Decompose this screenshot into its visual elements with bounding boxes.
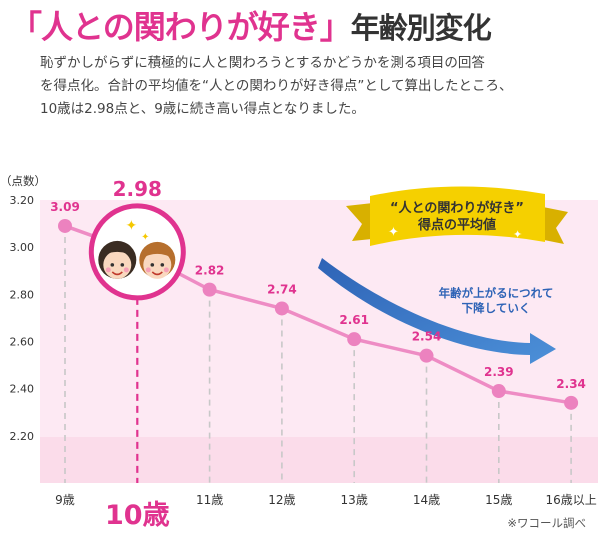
description: 恥ずかしがらずに積極的に人と関わろうとするかどうかを測る項目の回答 を得点化。合… [40,52,590,121]
data-labels: 3.09 2.82 2.74 2.61 2.54 2.39 2.34 [50,200,586,391]
data-point [564,395,579,410]
trend-arrow-icon [318,258,556,364]
data-label: 2.74 [267,282,297,296]
y-tick-label: 3.00 [10,241,35,254]
y-tick-label: 2.60 [10,336,35,349]
banner: “人との関わりが好き” 得点の平均値 ✦ ✦ [346,186,568,246]
plot-bottom-band [40,437,598,483]
highlight-marker: ✦ ✦ [88,203,186,301]
highlight-value-label: 2.98 [113,177,162,201]
sparkle-icon: ✦ [125,218,137,234]
x-tick-label: 15歳 [485,493,512,507]
description-line-1: 恥ずかしがらずに積極的に人と関わろうとするかどうかを測る項目の回答 [40,55,485,71]
x-tick-label: 13歳 [341,493,368,507]
data-label: 2.34 [556,377,586,391]
banner-body [370,186,545,246]
data-point [274,301,289,316]
data-point [419,348,434,363]
title-highlight: 人との関わりが好き [41,8,321,46]
data-label: 3.09 [50,200,80,214]
two-children-faces-icon: ✦ ✦ [98,218,176,279]
x-tick-label: 14歳 [413,493,440,507]
data-point [347,332,362,347]
source-note: ※ワコール調べ [507,516,586,530]
title-close-bracket: 」 [319,8,352,46]
y-tick-label: 2.40 [10,383,35,396]
description-line-2: を得点化。合計の平均値を“人との関わりが好き得点”として算出したところ、 [40,78,513,94]
y-tick-label: 2.80 [10,288,35,301]
banner-line-1: “人との関わりが好き” [390,200,524,216]
arrow-label-line-1: 年齢が上がるにつれて [439,286,554,300]
title-open-bracket: 「 [10,8,42,46]
x-tick-label: 12歳 [268,493,295,507]
x-tick-label: 9歳 [55,493,75,507]
y-axis: 3.20 3.00 2.80 2.60 2.40 2.20 [10,194,35,443]
banner-sparkle-right-icon: ✦ [513,228,522,241]
x-tick-label: 16歳以上 [545,493,596,507]
y-tick-label: 3.20 [10,194,35,207]
data-label: 2.61 [339,313,369,327]
data-label: 2.39 [484,365,514,379]
page-title: 「人との関わりが好き」年齢別変化 [10,2,492,48]
banner-sparkle-left-icon: ✦ [388,225,399,240]
arrow-label-line-2: 下降していく [462,301,531,315]
sparkle-small-icon: ✦ [141,232,149,243]
data-label: 2.82 [195,264,225,278]
data-point [202,282,217,297]
description-line-3: 10歳は2.98点と、9歳に続き高い得点となりました。 [40,101,365,117]
banner-line-2: 得点の平均値 [417,217,496,233]
x-tick-label: 11歳 [196,493,223,507]
data-point [58,218,72,233]
data-label: 2.54 [412,330,442,344]
y-axis-unit: （点数） [0,174,46,188]
value-guides [64,225,572,483]
y-tick-label: 2.20 [10,430,35,443]
data-point [491,384,506,399]
title-rest: 年齢別変化 [350,11,492,45]
data-points [58,218,579,410]
highlight-category-label: 10歳 [105,500,170,531]
x-axis-labels: 9歳 11歳 12歳 13歳 14歳 15歳 16歳以上 [55,493,597,507]
